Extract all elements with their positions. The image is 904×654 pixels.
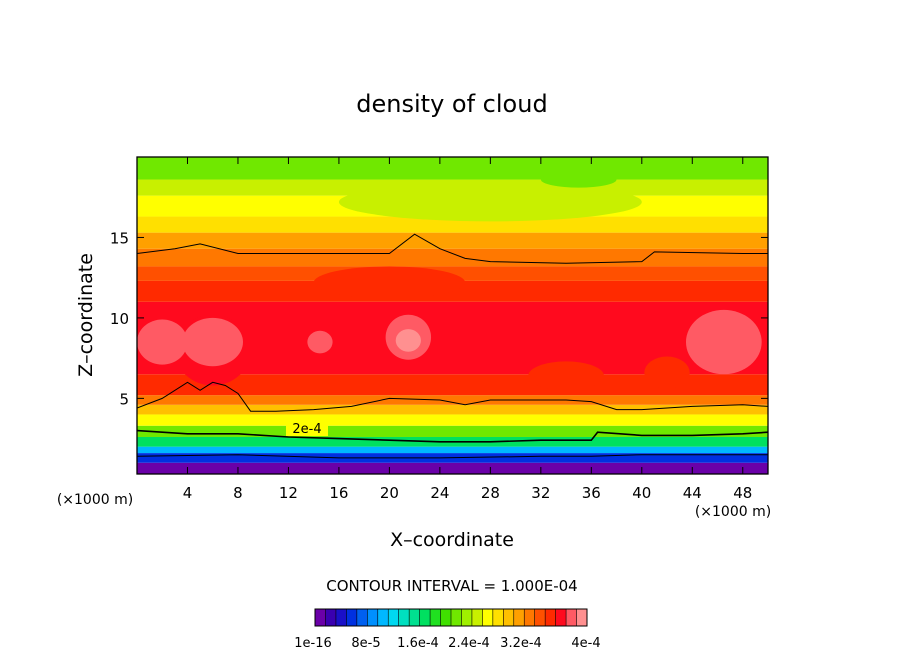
x-tick-label: 40 <box>632 484 651 502</box>
x-tick-label: 8 <box>233 484 243 502</box>
field-patch-1 <box>182 317 244 367</box>
contour-line-upper <box>137 233 768 264</box>
colorbar-swatch <box>545 609 557 626</box>
colorbar-tick-label: 1e-16 <box>294 636 332 651</box>
colorbar-swatch <box>482 609 494 626</box>
contour-line-base <box>137 454 768 459</box>
contour-lines <box>137 233 768 459</box>
x-unit-left: (×1000 m) <box>57 492 133 508</box>
contour-label-bg <box>286 420 328 436</box>
colorbar-swatch <box>555 609 567 626</box>
field-band-4 <box>137 425 768 437</box>
colorbar-tick-label: 8e-5 <box>351 636 380 651</box>
contour-line-2e-4 <box>137 429 768 443</box>
x-axis-label: X–coordinate <box>390 529 514 551</box>
field-band-17 <box>137 157 768 180</box>
colorbar-swatch <box>513 609 525 626</box>
colorbar-swatch <box>346 609 358 626</box>
x-tick-label: 32 <box>531 484 550 502</box>
density-field <box>137 157 768 474</box>
colorbar-swatch <box>335 609 347 626</box>
y-axis-ticks: 5 10 15 <box>110 229 768 408</box>
x-tick-label: 28 <box>481 484 500 502</box>
colorbar-tick-label: 4e-4 <box>571 636 600 651</box>
x-unit-right: (×1000 m) <box>695 504 771 520</box>
x-tick-label: 44 <box>683 484 702 502</box>
colorbar <box>314 608 588 627</box>
y-tick-label: 15 <box>110 229 129 247</box>
contour-label: 2e-4 <box>292 422 321 437</box>
field-band-7 <box>137 395 768 405</box>
x-tick-label: 20 <box>380 484 399 502</box>
x-axis-ticks: 4 8 12 16 20 24 28 32 36 40 44 48 <box>183 157 752 502</box>
field-patch-8 <box>528 361 604 391</box>
colorbar-swatch <box>440 609 452 626</box>
x-tick-label: 12 <box>279 484 298 502</box>
field-band-6 <box>137 404 768 415</box>
chart-title: density of cloud <box>356 90 547 118</box>
x-tick-label: 24 <box>430 484 449 502</box>
colorbar-swatch <box>503 609 515 626</box>
field-patch-7 <box>644 356 690 389</box>
colorbar-tick-label: 3.2e-4 <box>500 636 542 651</box>
colorbar-swatch <box>419 609 431 626</box>
contour-interval-text: CONTOUR INTERVAL = 1.000E-04 <box>326 577 577 595</box>
field-band-14 <box>137 216 768 233</box>
colorbar-tick-label: 1.6e-4 <box>397 636 439 651</box>
field-patch-6 <box>685 309 762 375</box>
y-axis-label: Z–coordinate <box>75 253 97 377</box>
colorbar-swatch <box>451 609 462 626</box>
colorbar-swatch <box>534 609 546 626</box>
colorbar-swatch <box>576 609 588 626</box>
field-band-5 <box>137 414 768 426</box>
colorbar-swatch <box>524 609 536 626</box>
colorbar-swatch <box>409 609 421 626</box>
field-patch-5 <box>395 329 421 352</box>
colorbar-swatch <box>325 609 337 626</box>
field-patch-10 <box>540 171 617 188</box>
colorbar-swatch <box>315 609 326 626</box>
colorbar-frame <box>314 608 588 627</box>
colorbar-swatch <box>388 609 400 626</box>
y-tick-label: 10 <box>110 310 129 328</box>
colorbar-swatch <box>356 609 368 626</box>
field-patch-9 <box>338 182 642 222</box>
field-band-13 <box>137 232 768 249</box>
field-patch-3 <box>307 330 333 354</box>
colorbar-swatch <box>377 609 389 626</box>
colorbar-swatch <box>492 609 504 626</box>
colorbar-swatch <box>367 609 379 626</box>
plot-frame <box>136 156 769 475</box>
colorbar-tick-label: 2.4e-4 <box>448 636 490 651</box>
colorbar-swatch <box>461 609 473 626</box>
y-tick-label: 5 <box>119 390 129 408</box>
colorbar-swatch <box>430 609 441 626</box>
field-band-0 <box>137 462 768 474</box>
colorbar-swatch <box>398 609 410 626</box>
field-band-8 <box>137 374 768 396</box>
field-patch-11 <box>313 266 466 299</box>
colorbar-swatch <box>566 609 577 626</box>
field-patch-2 <box>137 319 188 365</box>
x-tick-label: 36 <box>582 484 601 502</box>
contour-line-lower <box>137 381 768 412</box>
field-band-2 <box>137 446 768 454</box>
x-tick-label: 16 <box>329 484 348 502</box>
x-tick-label: 48 <box>733 484 752 502</box>
colorbar-swatch <box>471 609 483 626</box>
x-tick-label: 4 <box>183 484 193 502</box>
colorbar-tick-labels: 1e-16 8e-5 1.6e-4 2.4e-4 3.2e-4 4e-4 <box>294 636 600 651</box>
